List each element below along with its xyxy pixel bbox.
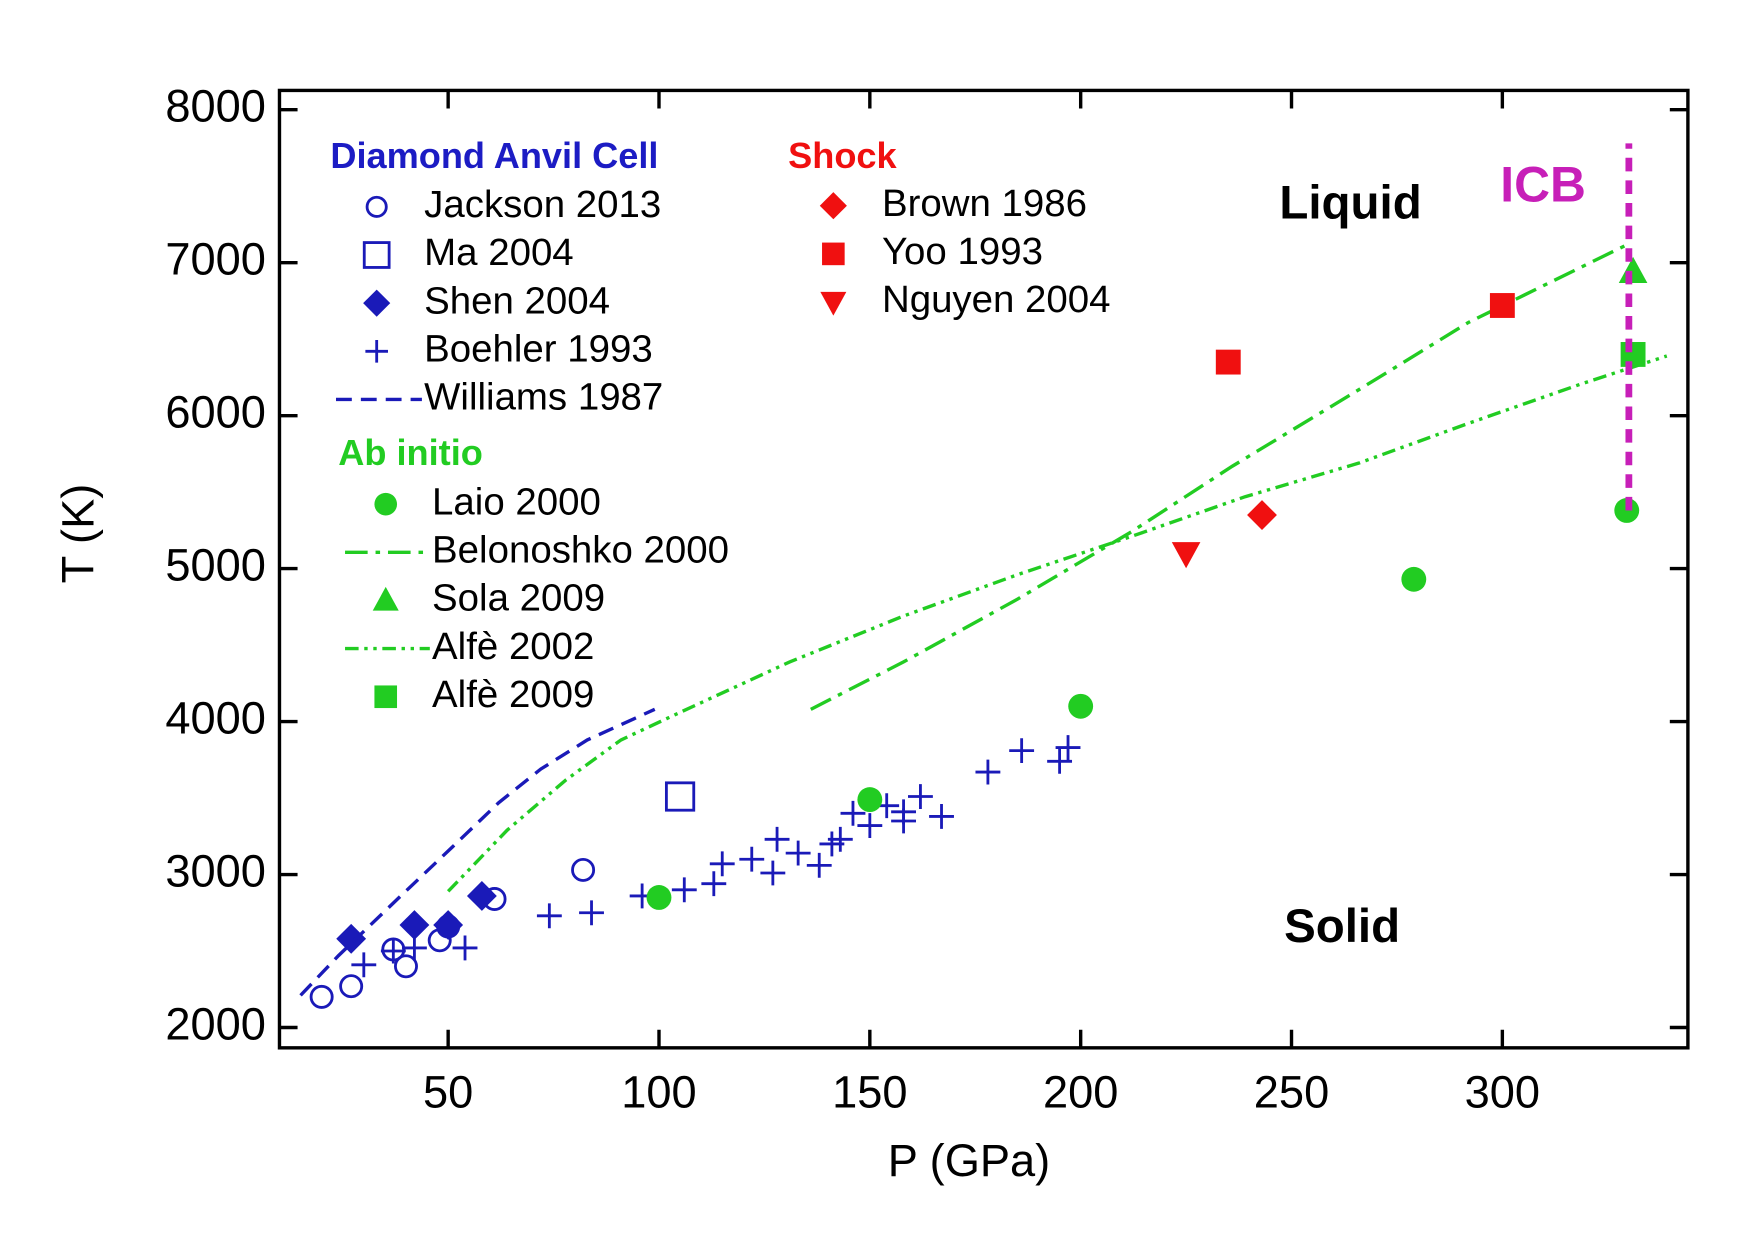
marker <box>380 938 406 964</box>
marker <box>466 881 497 911</box>
marker <box>929 803 954 829</box>
marker <box>760 860 786 886</box>
x-tick-label: 50 <box>423 1066 473 1117</box>
y-tick-label: 2000 <box>165 998 266 1049</box>
marker <box>1047 748 1073 774</box>
marker <box>571 857 596 882</box>
marker <box>819 192 847 220</box>
legend-label: Williams 1987 <box>424 376 663 419</box>
legend-label: Belonoshko 2000 <box>432 528 729 571</box>
marker <box>365 195 388 218</box>
marker <box>351 952 377 978</box>
marker <box>362 241 391 269</box>
y-tick-label: 4000 <box>165 693 266 744</box>
marker <box>764 826 790 852</box>
marker <box>374 492 398 516</box>
marker <box>1247 500 1277 530</box>
x-tick-label: 150 <box>832 1066 907 1117</box>
legend-label: Laio 2000 <box>432 480 601 523</box>
line-series <box>446 354 1668 893</box>
marker <box>827 826 853 852</box>
icb-label: ICB <box>1500 157 1586 213</box>
marker <box>536 903 562 929</box>
x-tick-label: 100 <box>621 1066 696 1117</box>
marker <box>1171 542 1201 569</box>
marker <box>1055 735 1081 761</box>
x-axis-title: P (GPa) <box>888 1135 1050 1186</box>
marker <box>579 900 604 926</box>
marker <box>857 813 883 839</box>
marker <box>840 800 866 826</box>
y-tick-label: 5000 <box>165 540 266 591</box>
marker <box>394 954 418 979</box>
legend-label: Ma 2004 <box>424 231 574 274</box>
legend-label: Alfè 2009 <box>432 673 594 716</box>
marker <box>1489 293 1515 318</box>
line-series <box>810 244 1626 711</box>
marker <box>1620 342 1646 367</box>
legend-label: Jackson 2013 <box>424 183 661 226</box>
marker <box>671 877 697 903</box>
x-tick-label: 250 <box>1254 1066 1329 1117</box>
legend-label: Sola 2009 <box>432 577 605 620</box>
legend-label: Alfè 2002 <box>432 625 594 668</box>
marker <box>785 840 811 866</box>
marker <box>820 291 847 316</box>
line-series <box>299 707 656 997</box>
marker <box>1068 693 1094 719</box>
marker <box>701 871 727 897</box>
legend-heading: Diamond Anvil Cell <box>330 135 658 176</box>
marker <box>1009 738 1035 764</box>
marker <box>363 289 391 317</box>
x-tick-label: 200 <box>1043 1066 1118 1117</box>
marker <box>739 846 765 872</box>
x-tick-label: 300 <box>1465 1066 1540 1117</box>
legend-label: Shen 2004 <box>424 279 610 322</box>
marker <box>452 935 478 961</box>
legend-label: Boehler 1993 <box>424 327 653 370</box>
y-tick-label: 8000 <box>165 81 266 132</box>
marker <box>1618 256 1648 284</box>
legend-label: Nguyen 2004 <box>882 278 1111 321</box>
legend-heading: Ab initio <box>338 432 483 473</box>
marker <box>891 799 917 825</box>
marker <box>399 910 430 940</box>
marker <box>374 685 398 709</box>
y-tick-label: 6000 <box>165 387 266 438</box>
legend-label: Brown 1986 <box>882 182 1087 225</box>
annotation: Solid <box>1284 900 1400 953</box>
y-axis-title: T (K) <box>53 484 104 584</box>
legend-label: Yoo 1993 <box>882 230 1043 273</box>
annotation: Liquid <box>1279 177 1421 230</box>
marker <box>336 923 367 954</box>
marker <box>433 910 464 940</box>
marker <box>1401 566 1427 592</box>
marker <box>309 984 334 1009</box>
marker <box>401 935 427 961</box>
marker <box>372 586 399 611</box>
y-tick-label: 7000 <box>165 234 266 285</box>
marker <box>857 787 883 813</box>
marker <box>709 851 735 877</box>
y-tick-label: 3000 <box>165 845 266 896</box>
marker <box>1215 349 1241 375</box>
marker <box>975 759 1001 785</box>
legend-heading: Shock <box>788 135 897 176</box>
marker <box>365 340 388 363</box>
marker <box>646 885 672 910</box>
marker <box>806 852 832 878</box>
marker <box>822 242 845 266</box>
marker <box>908 784 933 809</box>
marker <box>339 974 364 999</box>
marker <box>664 781 696 812</box>
